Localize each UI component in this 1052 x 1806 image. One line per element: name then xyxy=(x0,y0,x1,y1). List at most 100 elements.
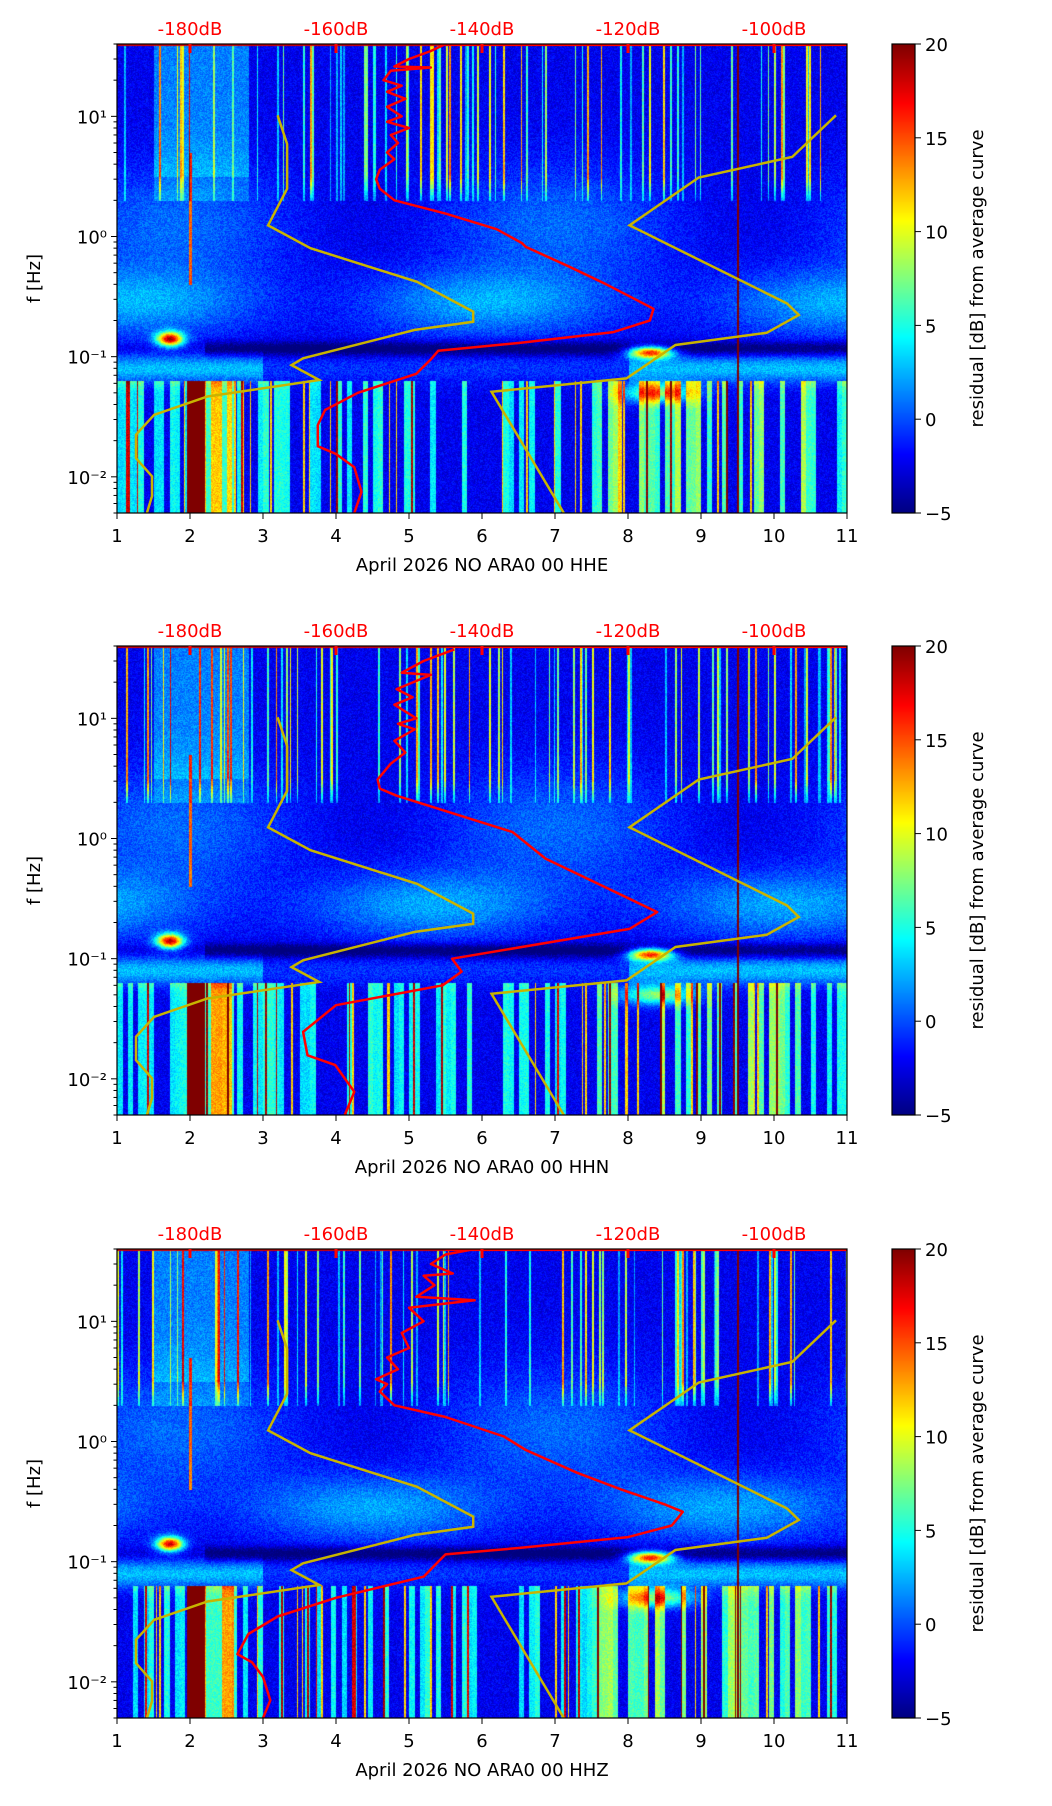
x-tick-label: 3 xyxy=(257,526,268,547)
y-tick-label: 10¹ xyxy=(77,709,107,730)
y-tick-label: 10⁻¹ xyxy=(67,1553,107,1574)
colorbar-frame xyxy=(891,43,916,514)
high-noise-model-line xyxy=(489,716,837,1115)
x-tick-label: 11 xyxy=(836,526,859,547)
db-tick-label: -140dB xyxy=(450,19,515,40)
high-noise-model-line xyxy=(489,1319,837,1718)
x-tick-label: 10 xyxy=(763,1128,786,1149)
x-axis-label: April 2026 NO ARA0 00 HHE xyxy=(356,555,608,576)
x-tick-label: 9 xyxy=(695,1128,706,1149)
colorbar-tick-label: −5 xyxy=(925,504,952,525)
x-tick-label: 8 xyxy=(622,1731,633,1752)
panel-2: 1 2 3 4 5 6 7 8 9 10 11 April 2026 NO ARA0 00 HHN -1… xyxy=(24,621,988,1178)
colorbar-gradient xyxy=(892,1249,915,1718)
colorbar-tick-label: 15 xyxy=(925,129,948,150)
y-axis-label: f [Hz] xyxy=(24,856,45,905)
db-tick-label: -120dB xyxy=(596,19,661,40)
colorbar-tick-label: 20 xyxy=(925,637,948,658)
colorbar-tick-label: 10 xyxy=(925,223,948,244)
spectrogram-heatmap-hhn xyxy=(117,646,847,1115)
db-tick-label: -140dB xyxy=(450,621,515,642)
colorbar-tick-label: 0 xyxy=(925,410,936,431)
x-tick-label: 3 xyxy=(257,1731,268,1752)
spectrogram-heatmap-hhz xyxy=(117,1249,847,1718)
y-tick-label: 10⁻¹ xyxy=(67,348,107,369)
colorbar-tick-label: 10 xyxy=(925,825,948,846)
x-tick-label: 7 xyxy=(549,1731,560,1752)
y-tick-label: 10⁰ xyxy=(77,830,107,851)
db-tick-label: -100dB xyxy=(742,1224,807,1245)
x-tick-label: 2 xyxy=(184,526,195,547)
db-tick-label: -120dB xyxy=(596,621,661,642)
colorbar-tick-label: 5 xyxy=(925,918,936,939)
y-tick-label: 10¹ xyxy=(77,107,107,128)
x-tick-label: 5 xyxy=(403,1731,414,1752)
db-tick-label: -180dB xyxy=(158,1224,223,1245)
colorbar-gradient xyxy=(892,44,915,513)
colorbar-tick-label: 5 xyxy=(925,316,936,337)
db-tick-label: -160dB xyxy=(304,621,369,642)
x-tick-label: 5 xyxy=(403,526,414,547)
db-tick-label: -140dB xyxy=(450,1224,515,1245)
x-tick-label: 4 xyxy=(330,1128,341,1149)
db-tick-label: -160dB xyxy=(304,1224,369,1245)
x-tick-label: 10 xyxy=(763,1731,786,1752)
high-noise-model-line xyxy=(489,114,837,513)
y-tick-label: 10⁰ xyxy=(77,1433,107,1454)
panel-3: 1 2 3 4 5 6 7 8 9 10 11 April 2026 NO ARA0 00 HHZ -1… xyxy=(24,1224,988,1781)
colorbar-tick-label: 0 xyxy=(925,1012,936,1033)
x-tick-label: 3 xyxy=(257,1128,268,1149)
spectrogram-heatmap-hhe xyxy=(117,44,847,513)
x-tick-label: 10 xyxy=(763,526,786,547)
x-tick-label: 2 xyxy=(184,1128,195,1149)
y-tick-label: 10⁻¹ xyxy=(67,950,107,971)
db-tick-label: -180dB xyxy=(158,19,223,40)
x-tick-label: 4 xyxy=(330,1731,341,1752)
colorbar-tick-label: 0 xyxy=(925,1615,936,1636)
colorbar-tick-label: 20 xyxy=(925,1240,948,1261)
x-tick-label: 1 xyxy=(111,1731,122,1752)
colorbar-label: residual [dB] from average curve xyxy=(967,129,988,427)
colorbar-tick-label: 5 xyxy=(925,1521,936,1542)
colorbar-tick-label: −5 xyxy=(925,1106,952,1127)
x-tick-label: 8 xyxy=(622,526,633,547)
x-tick-label: 6 xyxy=(476,1128,487,1149)
y-tick-label: 10⁻² xyxy=(67,468,107,489)
x-tick-label: 9 xyxy=(695,1731,706,1752)
db-tick-label: -120dB xyxy=(596,1224,661,1245)
y-axis-label: f [Hz] xyxy=(24,1459,45,1508)
colorbar-tick-label: −5 xyxy=(925,1709,952,1730)
colorbar-tick-label: 10 xyxy=(925,1428,948,1449)
x-tick-label: 4 xyxy=(330,526,341,547)
low-noise-model-line xyxy=(134,716,475,1115)
x-tick-label: 11 xyxy=(836,1731,859,1752)
colorbar-tick-label: 20 xyxy=(925,35,948,56)
colorbar-label: residual [dB] from average curve xyxy=(967,1334,988,1632)
low-noise-model-line xyxy=(134,1319,475,1718)
db-tick-label: -180dB xyxy=(158,621,223,642)
colorbar-gradient xyxy=(892,646,915,1115)
x-tick-label: 11 xyxy=(836,1128,859,1149)
y-tick-label: 10¹ xyxy=(77,1312,107,1333)
average-psd-curve xyxy=(301,648,659,1115)
x-tick-label: 2 xyxy=(184,1731,195,1752)
colorbar-tick-label: 15 xyxy=(925,731,948,752)
y-tick-label: 10⁰ xyxy=(77,228,107,249)
colorbar-tick-label: 15 xyxy=(925,1334,948,1355)
x-axis-label: April 2026 NO ARA0 00 HHN xyxy=(355,1157,610,1178)
x-tick-label: 6 xyxy=(476,526,487,547)
y-axis-label: f [Hz] xyxy=(24,254,45,303)
colorbar-frame xyxy=(891,645,916,1116)
y-tick-label: 10⁻² xyxy=(67,1070,107,1091)
x-tick-label: 5 xyxy=(403,1128,414,1149)
x-tick-label: 1 xyxy=(111,526,122,547)
low-noise-model-line xyxy=(134,114,475,513)
colorbar-frame xyxy=(891,1248,916,1719)
x-tick-label: 8 xyxy=(622,1128,633,1149)
db-tick-label: -100dB xyxy=(742,19,807,40)
x-tick-label: 7 xyxy=(549,526,560,547)
colorbar-label: residual [dB] from average curve xyxy=(967,731,988,1029)
x-tick-label: 7 xyxy=(549,1128,560,1149)
